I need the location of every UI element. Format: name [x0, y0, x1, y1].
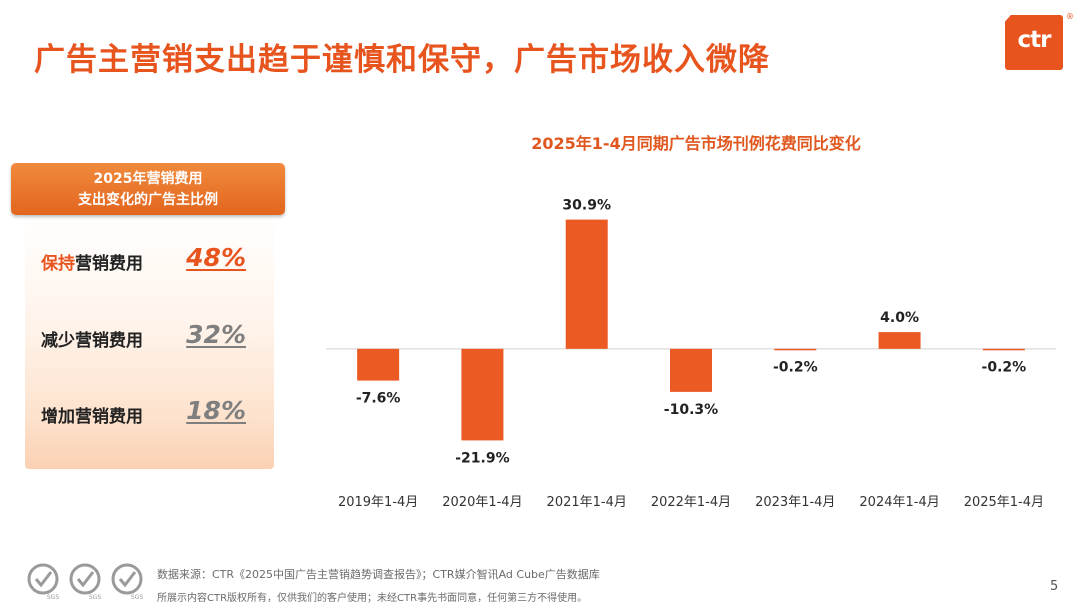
- panel-row-label: 增加营销费用: [41, 402, 143, 427]
- panel-row-label: 减少营销费用: [41, 326, 143, 351]
- page-title: 广告主营销支出趋于谨慎和保守，广告市场收入微降: [34, 42, 770, 78]
- data-label: -21.9%: [455, 450, 509, 466]
- bar: [357, 348, 400, 381]
- chart-title: 2025年1-4月同期广告市场刊例花费同比变化: [531, 134, 861, 153]
- copyright-note: 所展示内容CTR版权所有，仅供我们的客户使用；未经CTR事先书面同意，任何第三方…: [157, 593, 588, 604]
- data-label: 4.0%: [880, 310, 919, 326]
- bar: [565, 219, 608, 349]
- checkmark-icon: [118, 571, 137, 588]
- x-tick-label: 2020年1-4月: [442, 495, 522, 510]
- x-tick-label: 2023年1-4月: [755, 495, 835, 510]
- label-rest: 增加营销费用: [41, 407, 143, 427]
- x-tick-label: 2019年1-4月: [338, 495, 418, 510]
- sgs-badge-icon: [69, 563, 101, 595]
- x-tick-label: 2021年1-4月: [547, 495, 627, 510]
- panel-header: 2025年营销费用 支出变化的广告主比例: [11, 163, 285, 215]
- bar: [774, 348, 817, 351]
- label-highlight: 保持: [41, 254, 75, 274]
- data-label: -0.2%: [773, 360, 818, 376]
- bar-chart: -7.6% 2019年1-4月 -21.9% 2020年1-4月 30.9% 2021年1…: [326, 198, 1056, 510]
- panel-row-label: 保持营销费用: [41, 249, 143, 274]
- sgs-badge-label: SGS: [131, 594, 143, 601]
- checkmark-icon: [34, 571, 53, 588]
- panel-row-value: 48%: [186, 243, 246, 272]
- panel-row-value: 18%: [186, 396, 246, 425]
- sgs-badge-label: SGS: [89, 594, 101, 601]
- advertiser-share-panel: [25, 212, 274, 469]
- panel-title-line1: 2025年营销费用: [93, 171, 203, 187]
- bar: [670, 348, 712, 392]
- sgs-badge-icon: [111, 563, 143, 595]
- x-tick-label: 2022年1-4月: [651, 495, 731, 510]
- checkmark-icon: [76, 571, 95, 588]
- x-tick-label: 2024年1-4月: [859, 495, 939, 510]
- data-label: -7.6%: [356, 391, 401, 407]
- page-number: 5: [1050, 579, 1059, 594]
- panel-row-decrease: 减少营销费用 32%: [41, 320, 256, 352]
- panel-row-increase: 增加营销费用 18%: [41, 396, 256, 428]
- panel-row-value: 32%: [186, 320, 246, 349]
- data-label: -0.2%: [982, 360, 1027, 376]
- bar: [461, 348, 504, 441]
- sgs-badge-icon: [27, 563, 59, 595]
- bar: [878, 332, 921, 349]
- panel-title-line2: 支出变化的广告主比例: [78, 192, 218, 208]
- label-rest: 减少营销费用: [41, 331, 143, 351]
- logo-text: ctr: [1017, 27, 1052, 53]
- label-rest: 营销费用: [75, 254, 143, 274]
- panel-row-maintain: 保持营销费用 48%: [41, 243, 256, 275]
- data-label: 30.9%: [562, 198, 611, 214]
- sgs-certification-badges: SGS SGS SGS: [27, 563, 143, 601]
- data-source-note: 数据来源：CTR《2025中国广告主营销趋势调查报告》；CTR媒介智讯Ad Cu…: [157, 568, 600, 581]
- sgs-badge-label: SGS: [47, 594, 59, 601]
- bar: [982, 348, 1025, 351]
- data-label: -10.3%: [664, 402, 718, 418]
- x-tick-label: 2025年1-4月: [964, 495, 1044, 510]
- registered-mark-icon: ®: [1066, 12, 1074, 21]
- ctr-logo: ctr: [1005, 15, 1063, 70]
